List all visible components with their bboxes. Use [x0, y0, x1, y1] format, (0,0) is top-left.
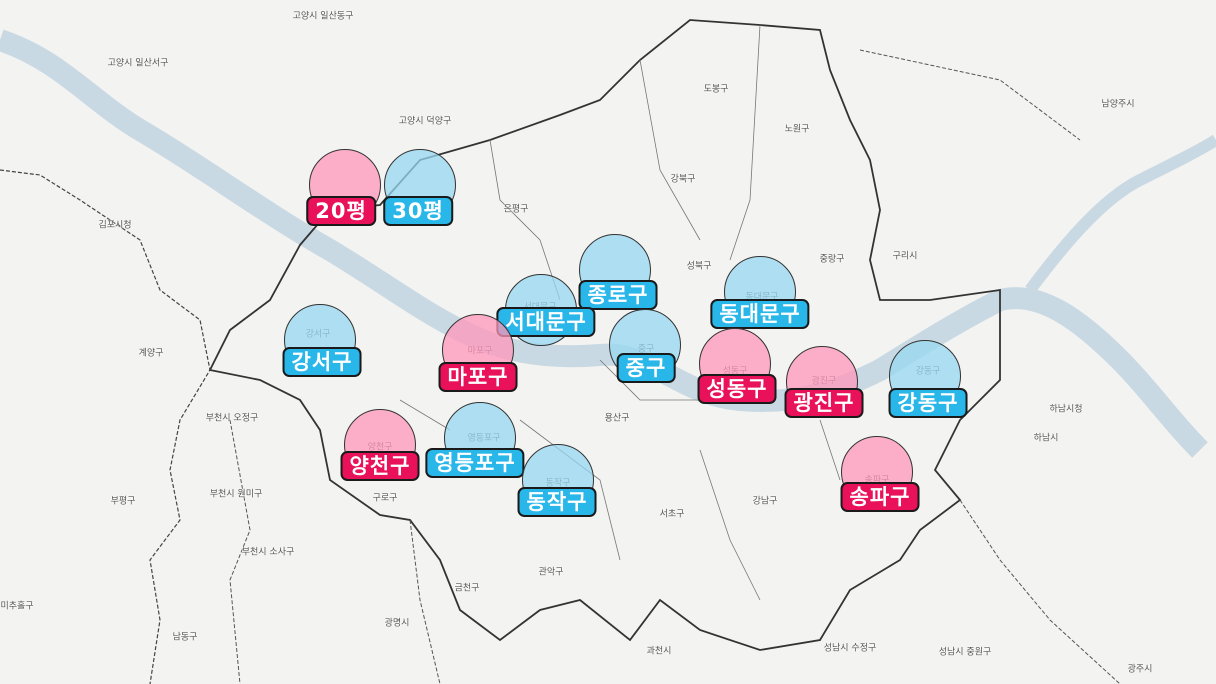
district-label: 종로구 [578, 280, 658, 310]
map-label: 강남구 [752, 496, 778, 507]
map-label: 계양구 [138, 348, 164, 359]
map-label: 고양시 일산서구 [107, 58, 169, 69]
map-label: 광명시 [384, 618, 410, 629]
seoul-boundary [208, 19, 1001, 651]
legend-label: 30평 [383, 196, 453, 226]
district-label: 양천구 [340, 451, 420, 481]
district-label: 마포구 [438, 362, 518, 392]
map-label: 고양시 일산동구 [292, 11, 354, 22]
map-label: 성북구 [686, 261, 712, 272]
map-label: 도봉구 [703, 84, 729, 95]
map-label: 구리시 [892, 251, 918, 262]
map-label: 금천구 [454, 583, 480, 594]
map-label: 강북구 [670, 174, 696, 185]
map-label: 구로구 [372, 493, 398, 504]
district-label: 동대문구 [710, 299, 810, 329]
district-label: 강서구 [282, 347, 362, 377]
map-label: 관악구 [538, 567, 564, 578]
city-boundary [229, 49, 1121, 684]
map-label: 과천시 [646, 646, 672, 657]
map-label: 부천시 오정구 [205, 413, 259, 424]
map-label: 미추홀구 [0, 601, 34, 612]
map-label: 중랑구 [819, 254, 845, 265]
map-label: 은평구 [503, 204, 529, 215]
map-label: 고양시 덕양구 [398, 116, 452, 127]
map-label: 부평구 [110, 496, 136, 507]
map-label: 노원구 [784, 124, 810, 135]
map-label: 부천시 소사구 [241, 547, 295, 558]
district-label: 영등포구 [425, 448, 525, 478]
map-label: 김포시청 [98, 220, 132, 231]
map-label: 부천시 원미구 [209, 489, 263, 500]
district-label: 송파구 [840, 482, 920, 512]
district-label: 강동구 [888, 388, 968, 418]
map-label: 서초구 [659, 509, 685, 520]
map-label: 하남시 [1033, 433, 1059, 444]
map-label: 성남시 중원구 [938, 647, 992, 658]
district-label: 서대문구 [496, 307, 596, 337]
district-label: 광진구 [784, 388, 864, 418]
map-label: 남동구 [172, 632, 198, 643]
city-boundary [0, 169, 211, 684]
map-label: 성남시 수정구 [823, 643, 877, 654]
legend-label: 20평 [306, 196, 376, 226]
district-label: 동작구 [517, 487, 597, 517]
district-label: 성동구 [697, 374, 777, 404]
map-label: 하남시청 [1049, 404, 1083, 415]
map-label: 광주시 [1127, 664, 1153, 675]
district-label: 중구 [616, 353, 676, 383]
map-label: 용산구 [604, 413, 630, 424]
map-label: 남양주시 [1101, 99, 1135, 110]
river-branch [1025, 134, 1216, 294]
